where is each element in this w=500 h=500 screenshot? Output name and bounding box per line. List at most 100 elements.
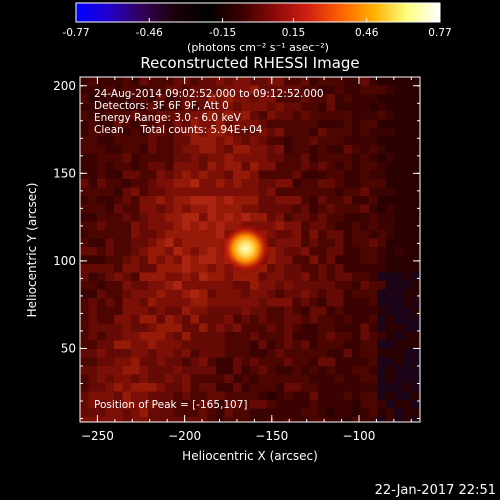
heatmap-cell	[139, 366, 149, 375]
heatmap-cell	[182, 102, 191, 112]
heatmap-cell	[403, 255, 412, 265]
heatmap-cell	[241, 187, 251, 197]
heatmap-cell	[114, 383, 123, 392]
heatmap-cell	[258, 383, 268, 392]
heatmap-cell	[224, 136, 234, 146]
heatmap-cell	[216, 366, 225, 375]
heatmap-cell	[275, 145, 285, 154]
heatmap-cell	[80, 400, 89, 409]
heatmap-cell	[403, 153, 412, 163]
heatmap-cell	[182, 247, 191, 256]
heatmap-cell	[335, 238, 344, 248]
heatmap-cell	[139, 94, 149, 103]
heatmap-cell	[105, 230, 115, 239]
heatmap-cell	[207, 272, 217, 282]
heatmap-cell	[207, 111, 217, 120]
heatmap-cell	[199, 247, 208, 256]
heatmap-cell	[309, 349, 319, 358]
heatmap-cell	[292, 391, 302, 401]
heatmap-cell	[216, 128, 225, 137]
heatmap-cell	[326, 323, 336, 333]
heatmap-cell	[250, 85, 259, 95]
heatmap-cell	[139, 417, 149, 422]
heatmap-cell	[318, 323, 327, 333]
heatmap-cell	[309, 400, 319, 409]
heatmap-cell	[233, 289, 242, 299]
heatmap-cell	[114, 119, 123, 129]
heatmap-cell	[156, 340, 166, 350]
heatmap-cell	[199, 315, 208, 324]
heatmap-cell	[241, 128, 251, 137]
heatmap-cell	[403, 247, 412, 256]
heatmap-cell	[216, 357, 225, 367]
heatmap-cell	[258, 119, 268, 129]
heatmap-cell	[411, 85, 420, 95]
heatmap-cell	[386, 349, 395, 358]
heatmap-cell	[292, 306, 302, 316]
heatmap-cell	[199, 366, 208, 375]
heatmap-cell	[403, 366, 412, 375]
heatmap-cell	[309, 391, 319, 401]
heatmap-cell	[318, 187, 327, 197]
heatmap-cell	[190, 357, 200, 367]
heatmap-cell	[326, 391, 336, 401]
heatmap-cell	[292, 187, 302, 197]
annotation-time-range: 24-Aug-2014 09:02:52.000 to 09:12:52.000	[94, 88, 324, 100]
heatmap-cell	[139, 357, 149, 367]
heatmap-cell	[156, 408, 166, 418]
heatmap-cell	[411, 349, 420, 358]
heatmap-cell	[97, 196, 106, 205]
heatmap-cell	[131, 213, 140, 222]
heatmap-cell	[233, 349, 242, 358]
heatmap-cell	[386, 145, 395, 154]
heatmap-cell	[224, 289, 234, 299]
heatmap-cell	[352, 374, 361, 384]
heatmap-cell	[343, 111, 353, 120]
heatmap-cell	[199, 170, 208, 180]
heatmap-cell	[105, 340, 115, 350]
heatmap-cell	[352, 77, 361, 86]
heatmap-cell	[301, 374, 310, 384]
heatmap-cell	[250, 383, 259, 392]
heatmap-cell	[275, 153, 285, 163]
heatmap-cell	[275, 391, 285, 401]
heatmap-cell	[258, 374, 268, 384]
heatmap-cell	[165, 357, 174, 367]
heatmap-cell	[394, 306, 404, 316]
heatmap-cell	[386, 289, 395, 299]
heatmap-cell	[275, 119, 285, 129]
heatmap-cell	[394, 332, 404, 341]
heatmap-cell	[97, 383, 106, 392]
heatmap-cell	[80, 281, 89, 290]
heatmap-cell	[148, 111, 157, 120]
heatmap-cell	[148, 196, 157, 205]
heatmap-cell	[216, 315, 225, 324]
heatmap-cell	[386, 179, 395, 188]
heatmap-cell	[114, 238, 123, 248]
heatmap-cell	[318, 281, 327, 290]
heatmap-cell	[394, 213, 404, 222]
heatmap-cell	[411, 255, 420, 265]
heatmap-cell	[224, 77, 234, 86]
heatmap-cell	[105, 391, 115, 401]
heatmap-cell	[386, 102, 395, 112]
heatmap-cell	[250, 179, 259, 188]
heatmap-cell	[335, 417, 344, 422]
heatmap-cell	[105, 187, 115, 197]
heatmap-cell	[394, 187, 404, 197]
heatmap-cell	[182, 391, 191, 401]
heatmap-cell	[233, 400, 242, 409]
heatmap-cell	[88, 119, 98, 129]
heatmap-cell	[139, 162, 149, 171]
heatmap-cell	[394, 383, 404, 392]
heatmap-cell	[80, 417, 89, 422]
heatmap-cell	[309, 289, 319, 299]
heatmap-cell	[156, 102, 166, 112]
heatmap-cell	[139, 213, 149, 222]
heatmap-cell	[105, 400, 115, 409]
heatmap-cell	[267, 306, 276, 316]
heatmap-cell	[131, 383, 140, 392]
heatmap-cell	[394, 230, 404, 239]
heatmap-cell	[394, 136, 404, 146]
heatmap-cell	[301, 264, 310, 273]
